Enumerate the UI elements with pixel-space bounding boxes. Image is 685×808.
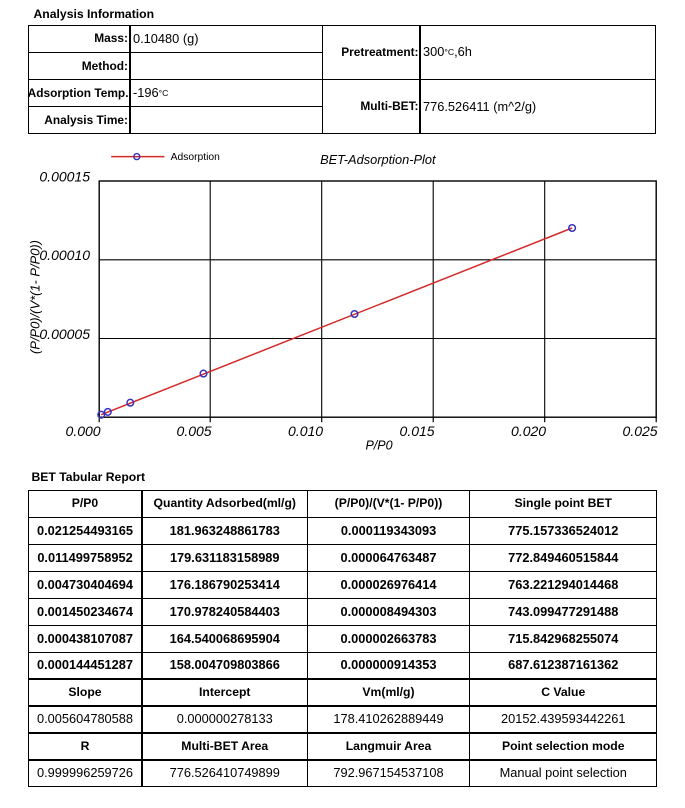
svg-text:P/P0: P/P0: [365, 439, 392, 453]
svg-text:0.025: 0.025: [623, 423, 658, 439]
svg-text:0.010: 0.010: [288, 423, 323, 439]
svg-text:0.00005: 0.00005: [39, 326, 90, 342]
svg-text:(P/P0)/(V*(1- P/P0)): (P/P0)/(V*(1- P/P0)): [28, 240, 43, 354]
svg-text:Adsorption: Adsorption: [171, 152, 221, 163]
svg-text:0.000: 0.000: [66, 423, 101, 439]
svg-text:0.00015: 0.00015: [39, 168, 90, 184]
svg-text:0.005: 0.005: [177, 423, 212, 439]
svg-text:BET-Adsorption-Plot: BET-Adsorption-Plot: [320, 152, 436, 167]
svg-text:0.020: 0.020: [511, 423, 546, 439]
svg-text:0.015: 0.015: [400, 423, 435, 439]
svg-text:0.00010: 0.00010: [39, 247, 90, 263]
